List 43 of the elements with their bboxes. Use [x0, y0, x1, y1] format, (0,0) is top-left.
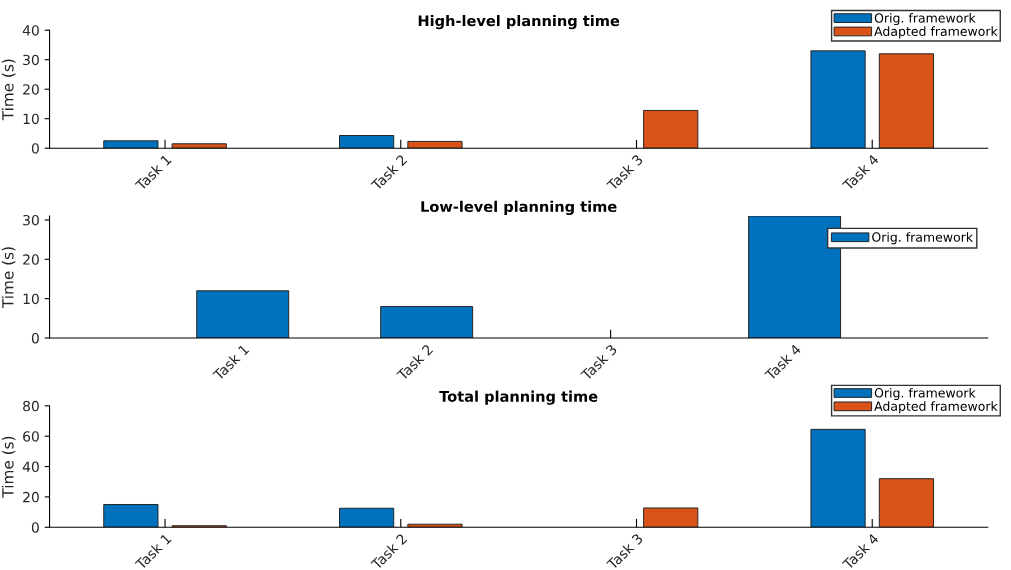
- y-tick-label: 20: [23, 491, 39, 503]
- y-tick-label: 30: [23, 54, 39, 66]
- y-tick-label: 20: [23, 84, 39, 95]
- y-tick-label: 40: [22, 461, 39, 473]
- y-tick-label: 10: [23, 113, 39, 125]
- x-tick-label: Task 3: [580, 343, 618, 382]
- y-tick-label: 60: [23, 431, 39, 442]
- bar: [339, 135, 395, 149]
- chart-title: High-level planning time: [418, 14, 620, 30]
- legend-label: Orig. framework: [874, 387, 976, 400]
- bar: [878, 478, 935, 528]
- chart-title: Low-level planning time: [421, 200, 617, 216]
- bar: [748, 216, 842, 339]
- bar: [103, 504, 159, 528]
- y-axis-title: Time (s): [1, 59, 16, 121]
- bar: [810, 428, 866, 528]
- y-tick-label: 30: [23, 214, 39, 226]
- y-tick-label: 0: [31, 143, 39, 154]
- bar: [171, 143, 227, 149]
- y-tick-label: 0: [31, 332, 39, 344]
- legend-label: Orig. framework: [872, 232, 974, 245]
- bar: [878, 53, 935, 149]
- legend-label: Adapted framework: [874, 401, 998, 414]
- bar: [103, 140, 159, 149]
- bar: [380, 306, 474, 339]
- bar: [196, 290, 290, 339]
- y-tick-label: 20: [23, 254, 39, 265]
- y-tick-label: 40: [22, 25, 39, 36]
- x-tick-label: Task 2: [396, 343, 434, 382]
- y-tick-label: 0: [31, 522, 39, 533]
- x-tick-label: Task 4: [763, 343, 802, 382]
- legend-label: Adapted framework: [874, 26, 998, 39]
- y-tick-label: 80: [23, 400, 39, 412]
- y-axis-title: Time (s): [1, 436, 16, 498]
- chart-title: Total planning time: [439, 390, 598, 405]
- bar: [407, 140, 463, 149]
- bar: [339, 507, 395, 528]
- y-axis-title: Time (s): [1, 247, 16, 309]
- bar: [810, 50, 866, 149]
- bar: [643, 109, 699, 149]
- bar: [643, 507, 699, 528]
- y-tick-label: 10: [23, 293, 39, 305]
- legend-label: Orig. framework: [874, 13, 976, 26]
